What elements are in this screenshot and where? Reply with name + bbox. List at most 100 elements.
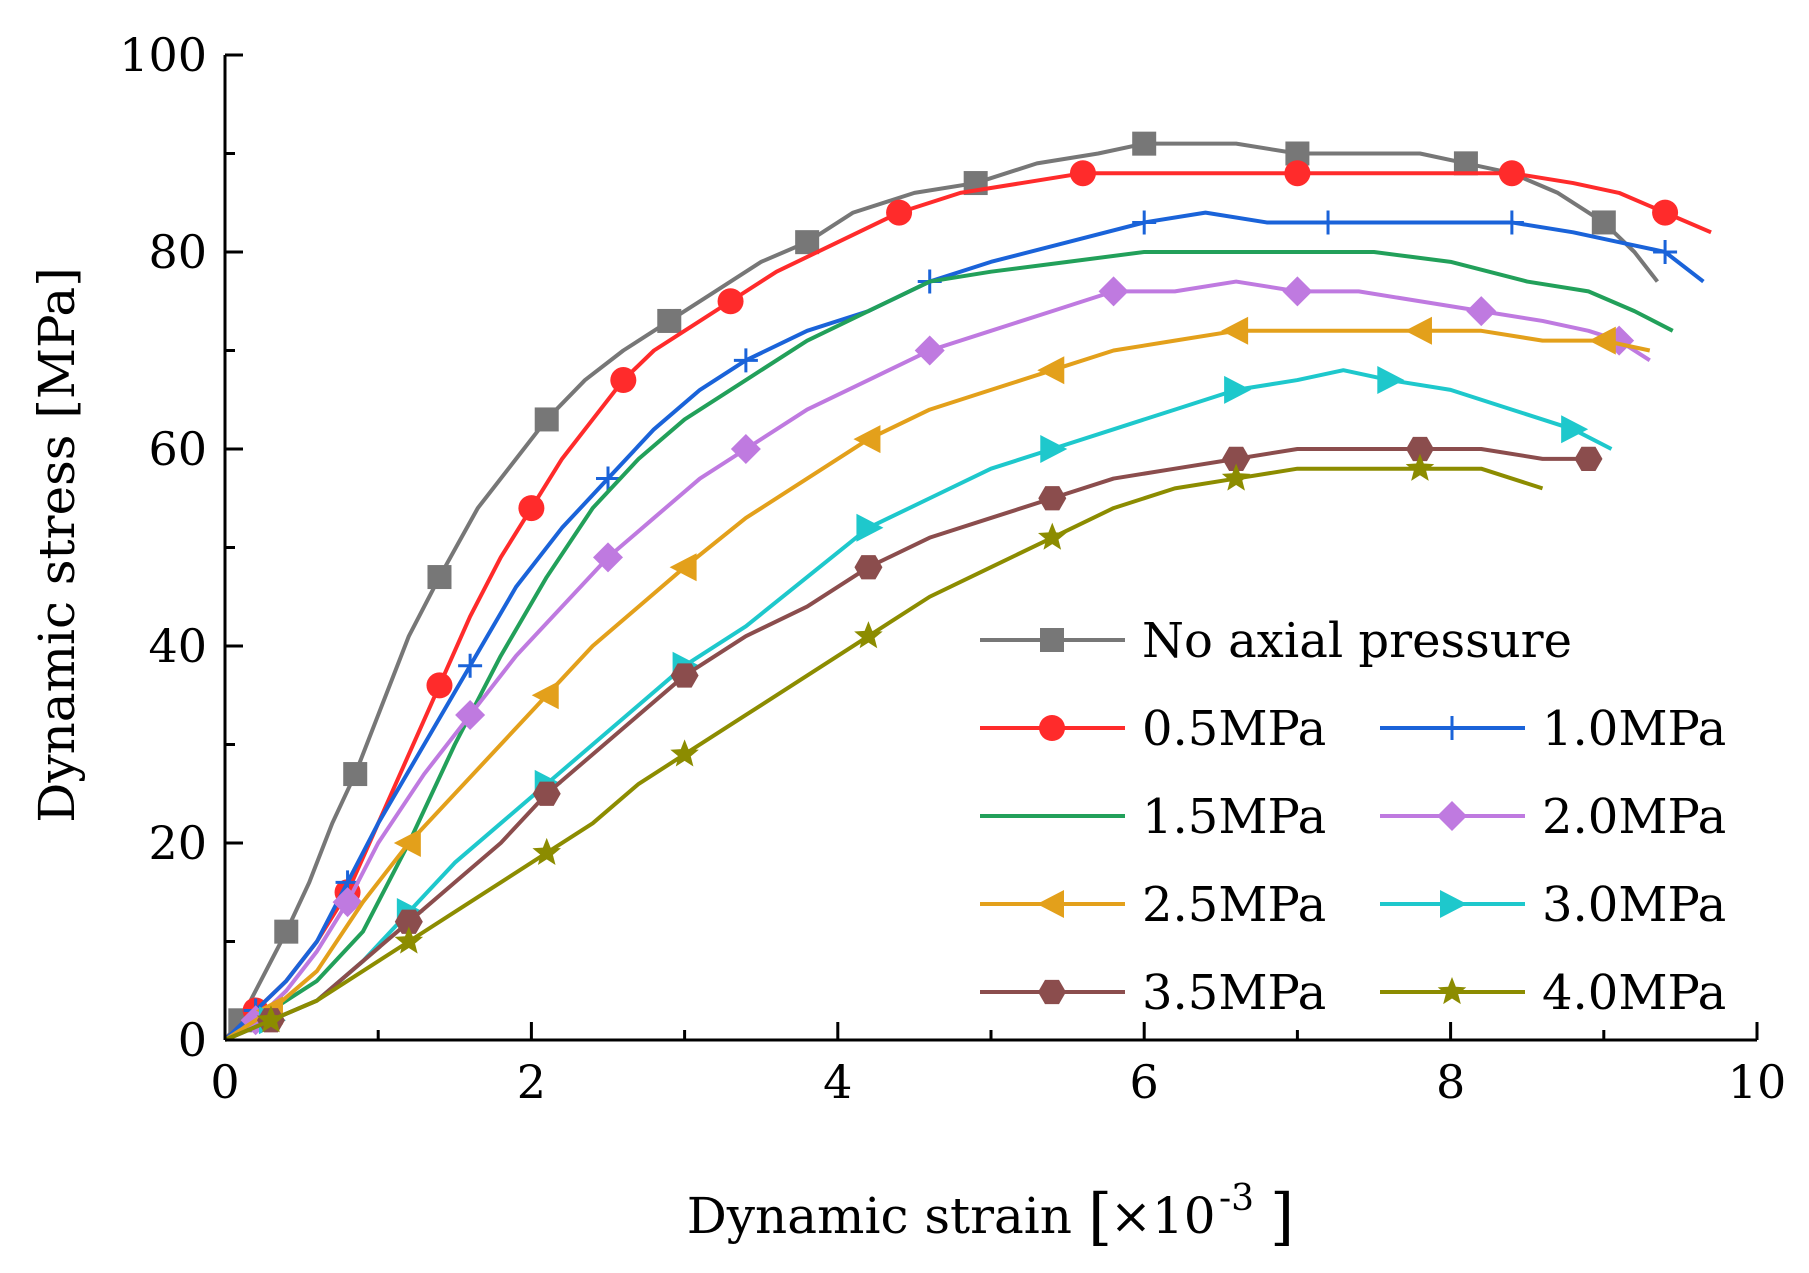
- data-point: [458, 653, 483, 678]
- data-point: [1221, 316, 1249, 345]
- data-point: [455, 699, 486, 730]
- data-point: [426, 672, 453, 699]
- legend-marker: [1038, 979, 1066, 1005]
- legend-label: 2.5MPa: [1142, 877, 1326, 933]
- data-point: [1404, 316, 1432, 345]
- legend: No axial pressure 0.5MPa 1.0MPa 1.5MPa 2.0MP…: [980, 613, 1726, 1021]
- series-line: [223, 279, 1651, 1042]
- x-tick-label: 0: [210, 1055, 239, 1109]
- y-tick-label: 0: [178, 1013, 207, 1067]
- legend-marker: [1440, 890, 1467, 918]
- x-axis-title: Dynamic strain: [687, 1187, 1072, 1245]
- data-point: [1038, 522, 1067, 550]
- plot-area: [223, 131, 1712, 1042]
- data-point: [657, 308, 682, 333]
- legend-item-5: 2.5MPa: [980, 877, 1326, 933]
- data-point: [1069, 160, 1096, 187]
- data-point: [854, 555, 883, 580]
- series-line: [224, 447, 1589, 1042]
- x-tick-label: 4: [823, 1055, 852, 1109]
- x-tick-label: 6: [1130, 1055, 1159, 1109]
- legend-label: 3.5MPa: [1142, 965, 1326, 1021]
- data-point: [1405, 436, 1434, 462]
- y-tick-label: 100: [119, 28, 207, 82]
- series-line: [224, 466, 1544, 1042]
- data-point: [1591, 210, 1616, 235]
- x-tick-label: 8: [1436, 1055, 1465, 1109]
- data-point: [394, 909, 423, 934]
- y-tick-label: 80: [148, 225, 207, 279]
- data-point: [1377, 366, 1405, 395]
- data-point: [1466, 296, 1497, 327]
- data-point: [733, 348, 758, 373]
- legend-label: 4.0MPa: [1542, 965, 1726, 1021]
- series-8: [224, 453, 1544, 1042]
- data-point: [853, 425, 881, 454]
- data-point: [1653, 240, 1678, 264]
- data-point: [534, 407, 559, 432]
- series-1: [223, 160, 1712, 1042]
- legend-marker: [1039, 715, 1065, 741]
- legend-item-8: 4.0MPa: [1380, 965, 1726, 1021]
- x-axis-unit-close-bracket: ]: [1270, 1180, 1294, 1253]
- data-point: [1224, 375, 1252, 404]
- legend-item-2: 1.0MPa: [1380, 701, 1726, 757]
- data-point: [1038, 486, 1067, 511]
- data-point: [531, 681, 559, 710]
- series-line: [223, 250, 1674, 1042]
- data-point: [1098, 276, 1129, 307]
- y-tick-label: 40: [148, 619, 207, 673]
- data-point: [532, 837, 561, 865]
- data-point: [670, 663, 699, 688]
- legend-item-0: No axial pressure: [980, 613, 1572, 669]
- series-3: [223, 250, 1674, 1042]
- data-point: [914, 335, 945, 366]
- data-point: [332, 887, 363, 918]
- data-point: [1132, 131, 1157, 156]
- legend-label: 2.0MPa: [1542, 789, 1726, 845]
- data-point: [1652, 199, 1679, 226]
- legend-marker: [1440, 716, 1464, 740]
- data-point: [1282, 276, 1313, 307]
- data-point: [670, 739, 699, 767]
- x-tick-label: 10: [1728, 1055, 1787, 1109]
- legend-label: 3.0MPa: [1542, 877, 1726, 933]
- legend-marker: [1437, 977, 1467, 1005]
- data-point: [1574, 446, 1603, 471]
- data-point: [427, 565, 452, 590]
- data-point: [1499, 210, 1524, 235]
- data-point: [730, 434, 761, 464]
- data-point: [596, 466, 620, 491]
- data-point: [593, 542, 623, 573]
- data-point: [1040, 435, 1068, 463]
- data-point: [1588, 326, 1616, 355]
- legend-item-1: 0.5MPa: [980, 701, 1326, 757]
- x-axis-unit-open-bracket: [: [1088, 1180, 1112, 1253]
- data-point: [343, 762, 368, 787]
- data-point: [532, 781, 561, 806]
- series-line: [223, 141, 1659, 1042]
- series-7: [224, 436, 1603, 1042]
- data-point: [669, 553, 697, 582]
- data-point: [256, 1005, 286, 1033]
- data-point: [854, 621, 883, 649]
- data-point: [1561, 415, 1589, 444]
- y-tick-label: 60: [148, 422, 207, 476]
- legend-label: No axial pressure: [1142, 613, 1572, 669]
- series-line: [223, 210, 1705, 1042]
- data-point: [393, 829, 421, 857]
- data-point: [1284, 160, 1311, 187]
- data-point: [1037, 356, 1065, 385]
- x-axis-title-group: Dynamic strain [ ×10 -3 ]: [687, 1178, 1295, 1253]
- x-axis-unit-exponent: -3: [1219, 1178, 1254, 1219]
- data-point: [1132, 210, 1157, 235]
- legend-marker: [1040, 628, 1064, 652]
- data-point: [886, 199, 913, 226]
- data-point: [274, 919, 299, 944]
- data-point: [610, 367, 637, 394]
- legend-label: 1.5MPa: [1142, 789, 1326, 845]
- legend-marker: [1437, 801, 1467, 831]
- legend-item-3: 1.5MPa: [980, 789, 1326, 845]
